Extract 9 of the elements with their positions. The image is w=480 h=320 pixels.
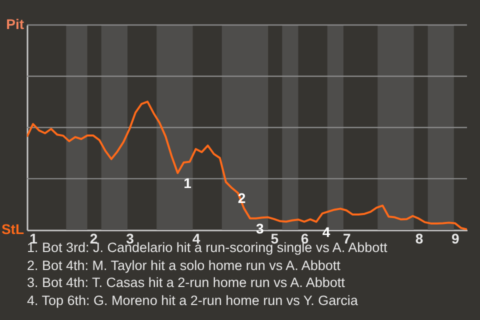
x-tick-label: 8 bbox=[415, 230, 424, 246]
annotation: 1 bbox=[184, 175, 192, 192]
x-tick-label: 9 bbox=[452, 230, 460, 246]
text: 3. Bot 4th: T. Casas hit a 2-run home run vs A. Abbott bbox=[27, 274, 346, 292]
x-tick-label: 7 bbox=[343, 230, 352, 246]
text: 4. Top 6th: G. Moreno hit a 2-run home run vs Y. Garcia bbox=[27, 292, 359, 309]
category-label: StL bbox=[1, 221, 24, 237]
category-label: Pit bbox=[6, 16, 24, 32]
text: 2. Bot 4th: M. Taylor hit a solo home run vs A. Abbott bbox=[27, 256, 342, 274]
